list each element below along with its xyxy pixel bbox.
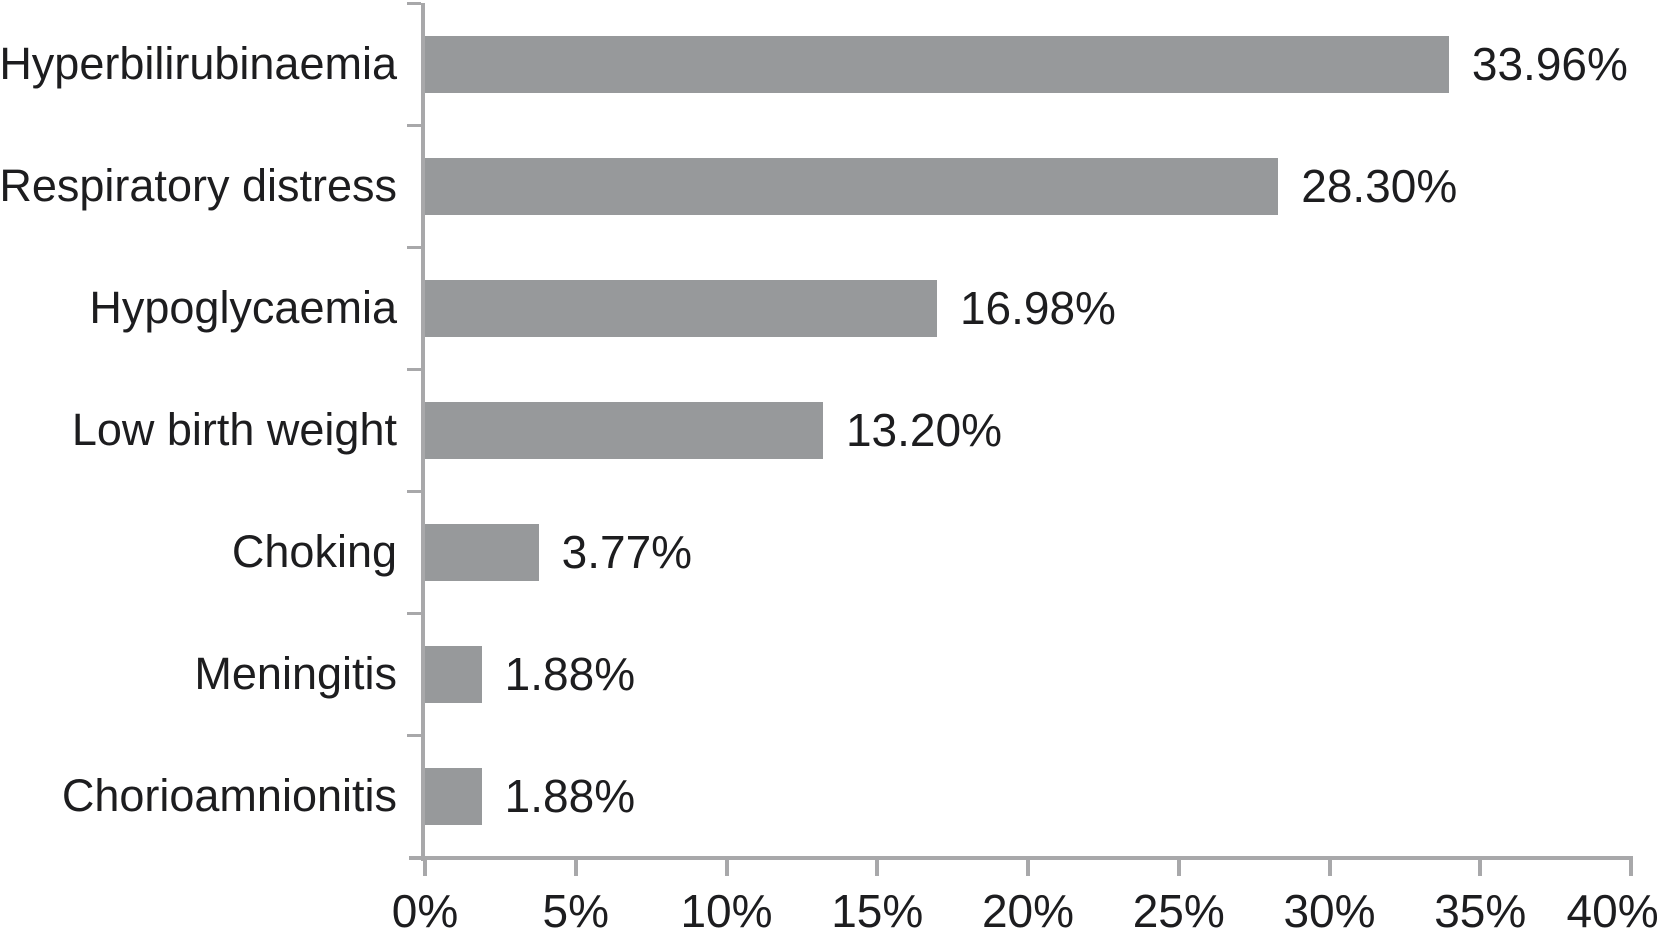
- bar: [425, 523, 539, 581]
- y-axis-ticks: [407, 2, 421, 857]
- x-axis-tick-label: 25%: [1132, 885, 1225, 937]
- bar: [425, 767, 482, 825]
- bar: [425, 645, 482, 703]
- value-label: 33.96%: [1471, 38, 1628, 90]
- x-axis-ticks: 0% 5% 10% 15% 20% 25% 30% 35% 40%: [392, 860, 1659, 940]
- category-label-column: Hyperbilirubinaemia Respiratory distress H…: [0, 3, 397, 857]
- y-axis-line: [421, 3, 425, 861]
- y-axis-tick-mark: [407, 368, 421, 371]
- x-axis-tick-mark: [1478, 860, 1483, 876]
- category-label: Hyperbilirubinaemia: [0, 38, 397, 90]
- value-label: 1.88%: [504, 648, 636, 700]
- x-axis-tick-label: 35%: [1434, 885, 1527, 937]
- y-axis-tick-mark: [407, 2, 421, 5]
- category-label: Respiratory distress: [0, 160, 397, 212]
- category-label: Meningitis: [194, 648, 397, 700]
- chart-row: 1.88%: [425, 613, 1631, 735]
- x-axis-tick-mark: [1629, 860, 1633, 876]
- x-axis-tick-label: 20%: [981, 885, 1075, 937]
- y-axis-tick-mark: [407, 612, 421, 615]
- x-axis-tick-label: 10%: [680, 885, 773, 937]
- x-axis-tick-mark: [724, 860, 729, 876]
- bar: [425, 35, 1449, 93]
- x-axis-tick-label: 0%: [391, 885, 459, 937]
- value-label: 28.30%: [1301, 160, 1458, 212]
- y-axis-tick-mark: [407, 490, 421, 493]
- bar: [425, 279, 937, 337]
- x-axis-tick-label: 15%: [831, 885, 924, 937]
- x-axis-tick-mark: [1176, 860, 1181, 876]
- value-label: 16.98%: [959, 282, 1116, 334]
- x-axis-tick-mark: [1026, 860, 1030, 876]
- y-axis-tick-mark: [407, 124, 421, 127]
- category-label: Hypoglycaemia: [89, 282, 397, 334]
- x-axis-tick-label: 30%: [1283, 885, 1376, 937]
- value-label: 13.20%: [845, 404, 1002, 456]
- x-axis-line: [409, 856, 1633, 860]
- x-axis-tick-mark: [1327, 860, 1332, 876]
- x-axis-tick-label: 5%: [542, 885, 609, 937]
- category-label: Choking: [231, 526, 397, 578]
- x-axis-tick-mark: [423, 860, 427, 876]
- x-axis-tick-mark: [875, 860, 880, 876]
- value-label: 1.88%: [504, 770, 636, 822]
- category-label: Chorioamnionitis: [61, 770, 397, 822]
- chart-row: 33.96%: [425, 3, 1631, 125]
- y-axis-tick-mark: [407, 734, 421, 737]
- chart-row: 16.98%: [425, 247, 1631, 369]
- chart-row: 13.20%: [425, 369, 1631, 491]
- chart-row: 3.77%: [425, 491, 1631, 613]
- chart-row: 1.88%: [425, 735, 1631, 857]
- bar: [425, 401, 823, 459]
- chart-row: 28.30%: [425, 125, 1631, 247]
- y-axis-tick-mark: [407, 246, 421, 249]
- category-label: Low birth weight: [71, 404, 397, 456]
- bar: [425, 157, 1279, 215]
- x-axis-tick-mark: [573, 860, 578, 876]
- value-label: 3.77%: [561, 526, 693, 578]
- plot-area: 33.96% 28.30% 16.98% 13.20% 3.77% 1.88% 1.88%: [425, 3, 1631, 857]
- x-axis-tick-label: 40%: [1566, 885, 1659, 937]
